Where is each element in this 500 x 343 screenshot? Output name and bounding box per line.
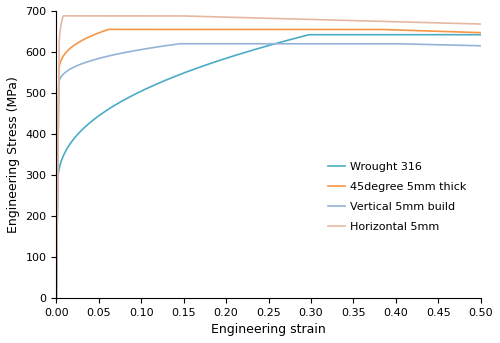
Horizontal 5mm	[382, 20, 388, 24]
Vertical 5mm build	[458, 43, 464, 47]
Y-axis label: Engineering Stress (MPa): Engineering Stress (MPa)	[7, 76, 20, 233]
Horizontal 5mm	[98, 14, 103, 18]
Wrought 316	[478, 33, 484, 37]
45degree 5mm thick	[458, 30, 464, 34]
45degree 5mm thick	[267, 27, 273, 32]
X-axis label: Engineering strain: Engineering strain	[211, 323, 326, 336]
Wrought 316	[412, 33, 418, 37]
Wrought 316	[306, 33, 312, 37]
45degree 5mm thick	[54, 296, 60, 300]
Wrought 316	[54, 296, 60, 300]
Wrought 316	[393, 33, 399, 37]
Vertical 5mm build	[177, 42, 183, 46]
Wrought 316	[118, 100, 124, 104]
Vertical 5mm build	[156, 45, 162, 49]
45degree 5mm thick	[412, 28, 418, 33]
Wrought 316	[156, 81, 162, 85]
Vertical 5mm build	[478, 44, 484, 48]
Horizontal 5mm	[426, 21, 432, 25]
Line: Wrought 316: Wrought 316	[56, 35, 480, 298]
Vertical 5mm build	[393, 42, 399, 46]
Vertical 5mm build	[412, 42, 418, 46]
Vertical 5mm build	[267, 42, 273, 46]
45degree 5mm thick	[157, 27, 163, 32]
Horizontal 5mm	[57, 29, 63, 34]
45degree 5mm thick	[106, 27, 112, 32]
Line: Vertical 5mm build: Vertical 5mm build	[56, 44, 480, 298]
Wrought 316	[458, 33, 464, 37]
Horizontal 5mm	[252, 16, 258, 20]
Horizontal 5mm	[54, 296, 60, 300]
Horizontal 5mm	[60, 14, 66, 18]
Line: 45degree 5mm thick: 45degree 5mm thick	[56, 29, 480, 298]
Wrought 316	[266, 43, 272, 47]
Horizontal 5mm	[110, 14, 116, 18]
Vertical 5mm build	[118, 51, 124, 55]
Legend: Wrought 316, 45degree 5mm thick, Vertical 5mm build, Horizontal 5mm: Wrought 316, 45degree 5mm thick, Vertica…	[324, 158, 471, 237]
45degree 5mm thick	[478, 31, 484, 35]
Line: Horizontal 5mm: Horizontal 5mm	[56, 16, 480, 298]
45degree 5mm thick	[119, 27, 125, 32]
45degree 5mm thick	[393, 28, 399, 32]
Horizontal 5mm	[478, 22, 484, 26]
Vertical 5mm build	[54, 296, 60, 300]
